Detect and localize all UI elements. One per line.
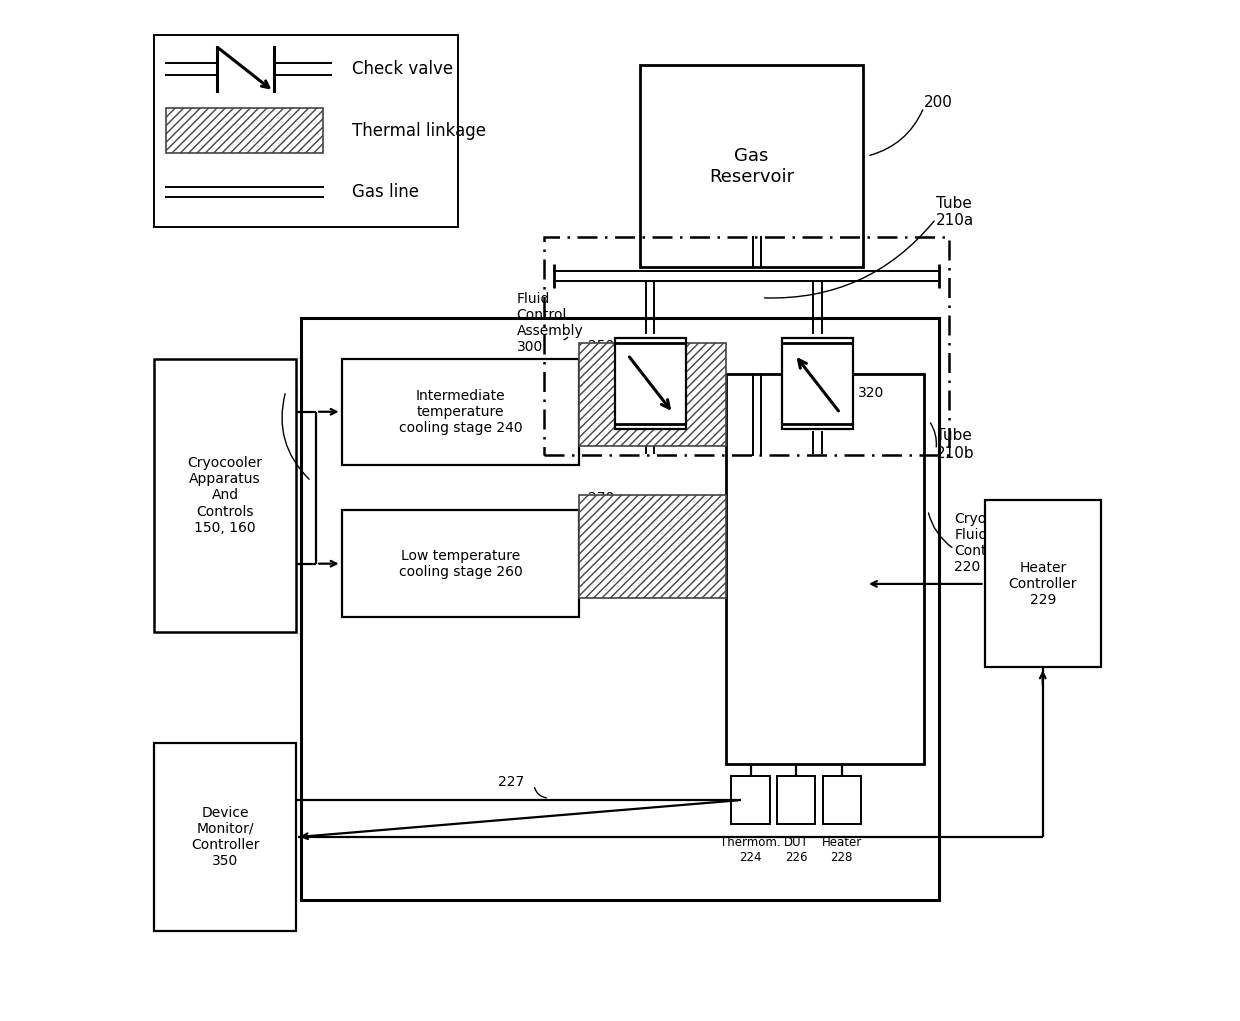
Bar bbox=[341, 510, 579, 617]
Text: Thermal linkage: Thermal linkage bbox=[352, 121, 486, 140]
Text: Heater
Controller
229: Heater Controller 229 bbox=[1008, 561, 1078, 607]
Text: Cryogenic
Fluid
Container
220: Cryogenic Fluid Container 220 bbox=[955, 512, 1024, 574]
Bar bbox=[985, 500, 1101, 668]
Bar bbox=[822, 776, 861, 824]
Bar bbox=[615, 338, 686, 430]
Text: Tube
210b: Tube 210b bbox=[936, 429, 975, 460]
Text: 310: 310 bbox=[584, 386, 610, 400]
Text: Gas
Reservoir: Gas Reservoir bbox=[709, 147, 794, 186]
Text: Gas line: Gas line bbox=[352, 184, 419, 201]
Text: Cryocooler
Apparatus
And
Controls
150, 160: Cryocooler Apparatus And Controls 150, 1… bbox=[187, 456, 263, 535]
Bar bbox=[777, 776, 816, 824]
Text: Heater
228: Heater 228 bbox=[822, 836, 862, 864]
Bar bbox=[640, 65, 863, 268]
Text: 200: 200 bbox=[924, 95, 952, 110]
Text: Low temperature
cooling stage 260: Low temperature cooling stage 260 bbox=[398, 548, 522, 579]
Text: Check valve: Check valve bbox=[352, 60, 453, 79]
Bar bbox=[154, 743, 296, 931]
Text: 320: 320 bbox=[858, 386, 884, 400]
Text: Thermom.
224: Thermom. 224 bbox=[720, 836, 781, 864]
Text: DUT
226: DUT 226 bbox=[784, 836, 808, 864]
Bar bbox=[544, 237, 949, 454]
Text: 250: 250 bbox=[588, 339, 614, 353]
Text: Tube
210a: Tube 210a bbox=[936, 196, 975, 228]
Text: Intermediate
temperature
cooling stage 240: Intermediate temperature cooling stage 2… bbox=[399, 389, 522, 435]
Bar bbox=[579, 343, 727, 446]
Bar bbox=[301, 319, 939, 901]
Bar bbox=[341, 358, 579, 465]
Bar bbox=[732, 776, 770, 824]
Bar bbox=[727, 374, 924, 764]
Bar bbox=[166, 108, 324, 153]
Bar bbox=[154, 358, 296, 632]
Bar bbox=[579, 495, 727, 597]
Text: Device
Monitor/
Controller
350: Device Monitor/ Controller 350 bbox=[191, 806, 259, 869]
Text: Vacuum
Enclosure 230: Vacuum Enclosure 230 bbox=[190, 368, 298, 400]
Text: 270: 270 bbox=[588, 491, 614, 505]
Bar bbox=[782, 338, 853, 430]
Text: Fluid
Control
Assembly
300: Fluid Control Assembly 300 bbox=[517, 292, 584, 354]
Text: 227: 227 bbox=[498, 775, 525, 789]
Bar bbox=[154, 35, 458, 227]
